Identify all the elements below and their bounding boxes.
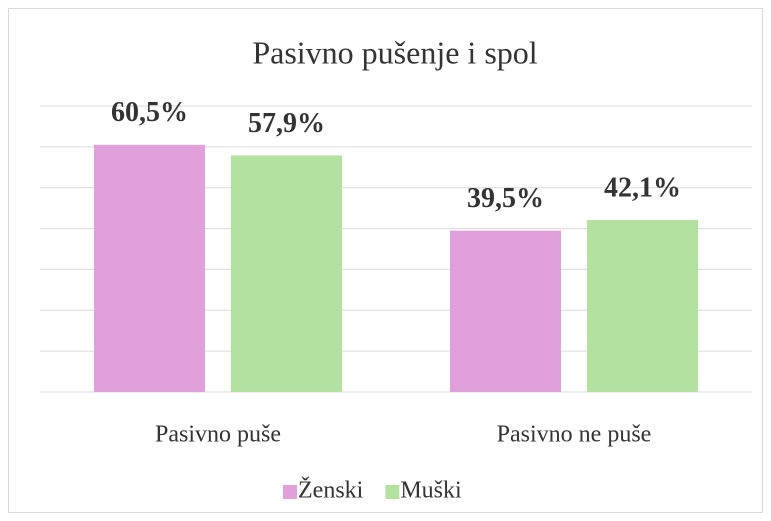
x-tick-label: Pasivno ne puše xyxy=(497,422,652,448)
legend-swatch xyxy=(385,485,400,499)
bar xyxy=(450,230,561,392)
legend-label: Muški xyxy=(400,478,462,504)
x-tick-label: Pasivno puše xyxy=(155,422,281,448)
bar xyxy=(94,144,205,392)
bar xyxy=(587,219,698,392)
data-label: 57,9% xyxy=(248,108,325,139)
data-label: 42,1% xyxy=(604,172,681,203)
legend-label: Ženski xyxy=(298,478,364,504)
data-label: 60,5% xyxy=(111,97,188,128)
data-label: 39,5% xyxy=(467,183,544,214)
legend-swatch xyxy=(283,485,297,499)
bar xyxy=(231,155,342,392)
chart-title: Pasivno pušenje i spol xyxy=(252,34,537,70)
